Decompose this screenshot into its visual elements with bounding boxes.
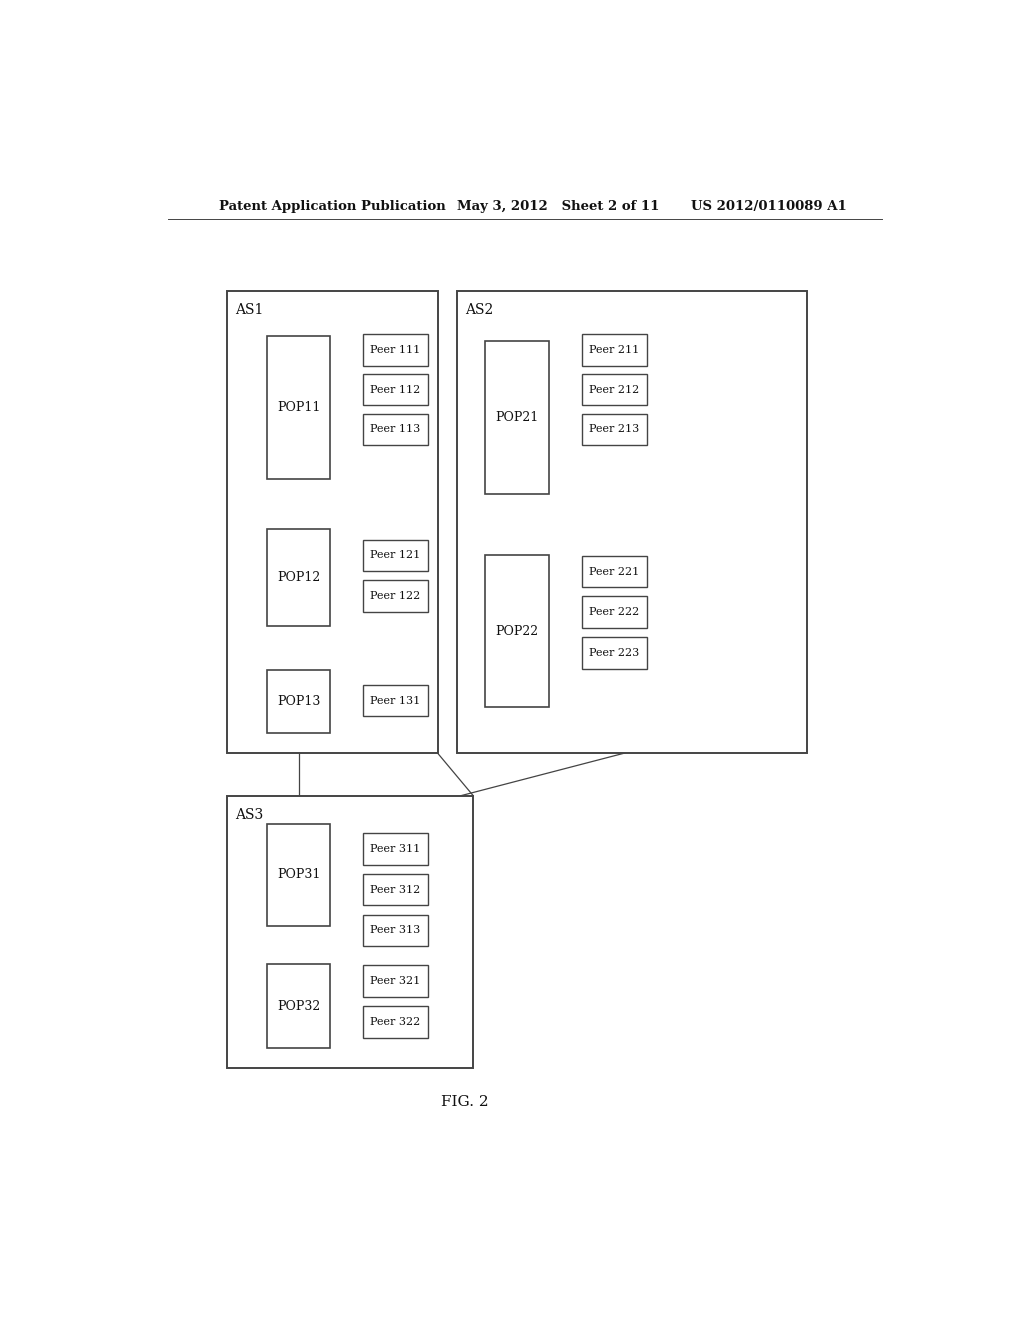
Text: Peer 211: Peer 211 bbox=[590, 345, 640, 355]
Bar bbox=[362, 874, 428, 906]
Text: Peer 221: Peer 221 bbox=[590, 566, 640, 577]
Text: Peer 113: Peer 113 bbox=[371, 424, 421, 434]
Text: Peer 122: Peer 122 bbox=[371, 591, 421, 601]
Bar bbox=[582, 638, 647, 669]
Bar bbox=[267, 669, 331, 733]
Bar bbox=[362, 540, 428, 572]
Text: POP22: POP22 bbox=[496, 624, 539, 638]
Bar bbox=[267, 529, 331, 626]
Bar bbox=[362, 581, 428, 611]
Bar bbox=[362, 334, 428, 366]
Text: POP32: POP32 bbox=[278, 999, 321, 1012]
Text: May 3, 2012   Sheet 2 of 11: May 3, 2012 Sheet 2 of 11 bbox=[458, 199, 659, 213]
Text: Peer 111: Peer 111 bbox=[371, 345, 421, 355]
Bar bbox=[458, 290, 807, 752]
Text: Peer 222: Peer 222 bbox=[590, 607, 640, 618]
Bar bbox=[582, 334, 647, 366]
Bar bbox=[485, 342, 549, 494]
Text: AS3: AS3 bbox=[236, 808, 263, 822]
Text: Peer 212: Peer 212 bbox=[590, 384, 640, 395]
Text: Peer 321: Peer 321 bbox=[371, 977, 421, 986]
Text: POP11: POP11 bbox=[276, 401, 321, 414]
Text: POP31: POP31 bbox=[276, 869, 321, 882]
Text: Peer 322: Peer 322 bbox=[371, 1016, 421, 1027]
Text: Peer 223: Peer 223 bbox=[590, 648, 640, 657]
Bar bbox=[227, 796, 473, 1068]
Text: Peer 311: Peer 311 bbox=[371, 843, 421, 854]
Text: US 2012/0110089 A1: US 2012/0110089 A1 bbox=[691, 199, 847, 213]
Bar bbox=[582, 413, 647, 445]
Text: POP13: POP13 bbox=[276, 694, 321, 708]
Text: Peer 313: Peer 313 bbox=[371, 925, 421, 936]
Bar bbox=[362, 1006, 428, 1038]
Bar bbox=[582, 556, 647, 587]
Bar bbox=[362, 965, 428, 997]
Bar bbox=[362, 685, 428, 717]
Bar bbox=[582, 597, 647, 628]
Bar bbox=[267, 824, 331, 925]
Text: POP21: POP21 bbox=[496, 411, 539, 424]
Text: Peer 312: Peer 312 bbox=[371, 884, 421, 895]
Bar bbox=[362, 833, 428, 865]
Bar bbox=[267, 965, 331, 1048]
Bar bbox=[362, 413, 428, 445]
Bar bbox=[227, 290, 437, 752]
Text: Peer 131: Peer 131 bbox=[371, 696, 421, 706]
Bar bbox=[582, 374, 647, 405]
Text: FIG. 2: FIG. 2 bbox=[441, 1094, 489, 1109]
Bar bbox=[267, 337, 331, 479]
Text: AS1: AS1 bbox=[236, 302, 263, 317]
Bar bbox=[485, 554, 549, 708]
Bar bbox=[362, 915, 428, 946]
Text: AS2: AS2 bbox=[465, 302, 494, 317]
Text: Peer 213: Peer 213 bbox=[590, 424, 640, 434]
Bar bbox=[362, 374, 428, 405]
Text: Patent Application Publication: Patent Application Publication bbox=[219, 199, 446, 213]
Text: Peer 112: Peer 112 bbox=[371, 384, 421, 395]
Text: Peer 121: Peer 121 bbox=[371, 550, 421, 560]
Text: POP12: POP12 bbox=[278, 572, 321, 585]
